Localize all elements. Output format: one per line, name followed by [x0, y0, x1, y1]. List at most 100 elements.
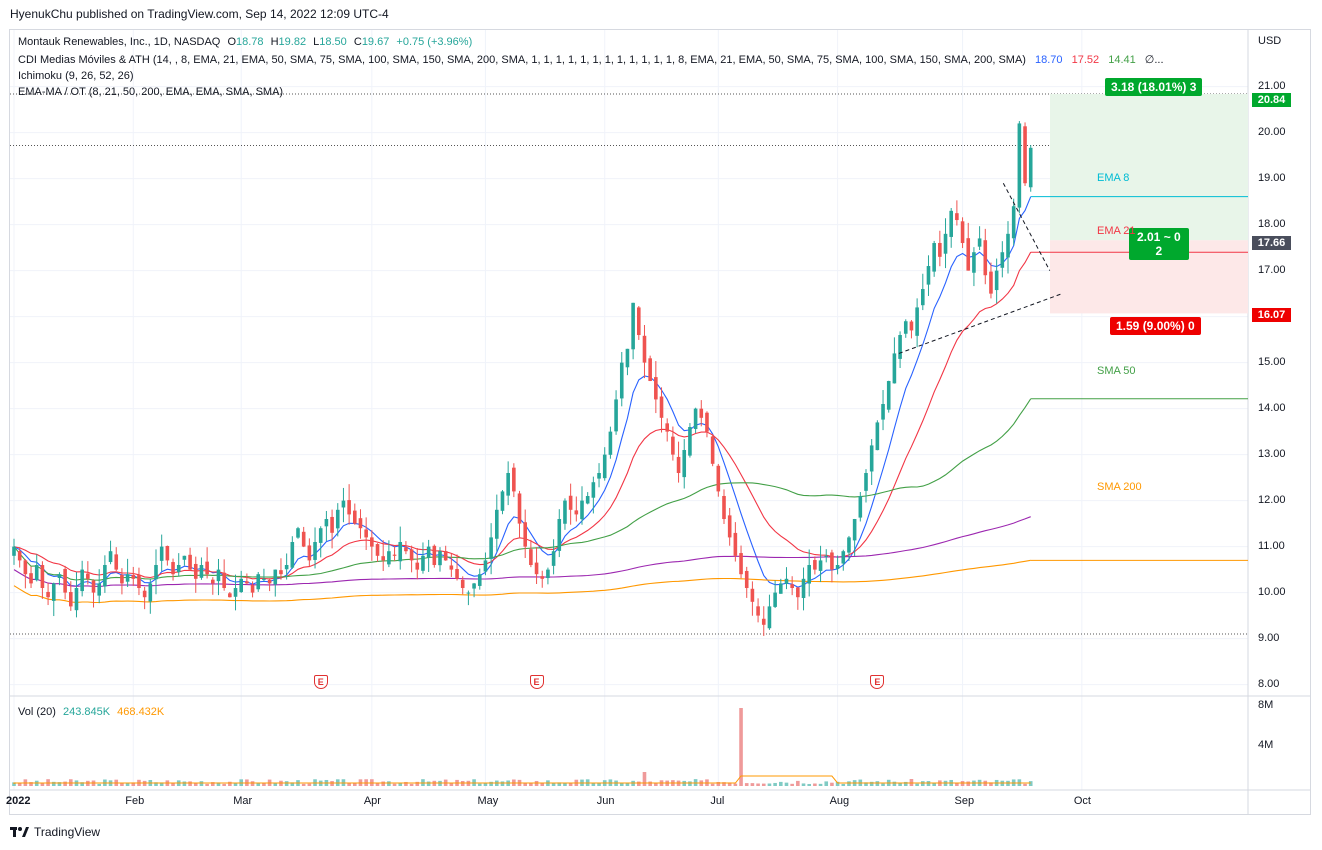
price-tick-label: 10.00	[1258, 585, 1286, 598]
volume-bar	[387, 781, 391, 786]
candle-body	[648, 358, 652, 382]
volume-ma-line	[13, 775, 1031, 784]
candle-body	[330, 516, 334, 533]
candle-body	[1028, 147, 1033, 188]
volume-bar	[761, 783, 766, 786]
candle-body	[972, 252, 976, 273]
volume-bar	[307, 783, 312, 786]
earnings-icon[interactable]: E	[529, 675, 544, 689]
candle-body	[137, 574, 141, 589]
volume-bar	[568, 782, 573, 786]
volume-bar	[790, 783, 794, 786]
volume-bar	[796, 780, 800, 786]
candle-body	[23, 560, 28, 575]
volume-bar	[773, 782, 777, 786]
candle-body	[864, 473, 868, 491]
volume-bar	[654, 782, 658, 786]
candle-body	[744, 570, 749, 589]
candle-body	[222, 572, 226, 589]
volume-bar	[500, 781, 505, 786]
volume-bar	[409, 783, 414, 786]
candle-body	[148, 583, 153, 602]
volume-bar	[898, 783, 902, 786]
volume-bar	[727, 782, 732, 786]
candle-body	[955, 213, 959, 221]
volume-bar	[529, 783, 533, 786]
candle-body	[341, 500, 346, 508]
volume-bar	[1023, 783, 1027, 786]
stop-pill: 1.59 (9.00%) 0	[1110, 317, 1201, 335]
candle-body	[273, 569, 278, 585]
candle-body	[205, 561, 209, 575]
volume-bar	[182, 781, 187, 786]
volume-bar	[125, 782, 130, 786]
candle-body	[199, 565, 204, 578]
candle-body	[182, 555, 187, 560]
indicator-cdi-v2: 17.52	[1071, 54, 1100, 66]
candle-body	[347, 500, 351, 515]
open-value: 18.78	[236, 36, 264, 48]
indicator-legend-cdi[interactable]: CDI Medias Móviles & ATH (14, , 8, EMA, …	[18, 53, 1164, 66]
time-tick-label: Sep	[954, 795, 975, 807]
volume-bar	[637, 781, 641, 786]
candle-body	[239, 578, 243, 593]
volume-tick-4m: 4M	[1258, 739, 1274, 751]
volume-bar	[154, 782, 158, 786]
candle-body	[512, 467, 516, 492]
candle-body	[659, 396, 664, 418]
indicator-legend-ichimoku[interactable]: Ichimoku (9, 26, 52, 26)	[18, 70, 134, 82]
volume-bar	[381, 781, 385, 786]
candle-body	[830, 552, 834, 570]
volume-bar	[744, 783, 749, 786]
price-tick-label: 19.00	[1258, 171, 1286, 184]
candle-body	[398, 542, 403, 562]
candle-body	[705, 412, 709, 432]
candle-body	[733, 532, 738, 556]
candle-body	[801, 578, 806, 599]
earnings-icon[interactable]: E	[870, 675, 885, 689]
volume-bar	[989, 782, 993, 786]
volume-bar	[966, 781, 971, 786]
candle-body	[619, 362, 624, 399]
candle-body	[943, 233, 948, 254]
candle-body	[841, 551, 846, 564]
candle-body	[159, 546, 164, 561]
candle-body	[631, 302, 635, 350]
candle-body	[534, 562, 539, 575]
candle-body	[125, 574, 130, 582]
volume-bar	[716, 781, 721, 786]
indicator-legend-emama[interactable]: EMA-MA / OT (8, 21, 50, 200, EMA, EMA, S…	[18, 86, 283, 98]
volume-bar	[460, 781, 465, 786]
candle-body	[97, 583, 101, 596]
candle-body	[824, 555, 829, 557]
candle-body	[529, 549, 533, 566]
candle-body	[472, 583, 476, 589]
volume-bar	[642, 772, 647, 786]
volume-bar	[824, 781, 829, 786]
candle-body	[256, 574, 261, 590]
earnings-icon[interactable]: E	[313, 675, 328, 689]
close-label: C	[353, 36, 362, 48]
volume-bar	[426, 781, 431, 786]
footer[interactable]: TradingView	[10, 825, 100, 839]
sma50-label: SMA 50	[1097, 365, 1136, 377]
candle-body	[818, 560, 823, 571]
candle-body	[682, 450, 687, 478]
volume-bar	[591, 782, 596, 786]
candle-body	[517, 493, 522, 524]
volume-bar	[477, 783, 482, 786]
candle-body	[591, 482, 596, 498]
candle-body	[580, 500, 584, 520]
candle-body	[495, 509, 499, 539]
target-price-tag: 20.84	[1252, 93, 1291, 107]
price-tick-label: 13.00	[1258, 447, 1286, 460]
volume-bar	[97, 783, 101, 786]
candle-body	[938, 242, 942, 257]
volume-bar	[733, 783, 738, 786]
candle-body	[915, 307, 919, 336]
candle-body	[57, 574, 62, 579]
moving-averages	[13, 196, 1248, 604]
volume-bar	[915, 783, 919, 786]
candle-body	[722, 495, 726, 520]
